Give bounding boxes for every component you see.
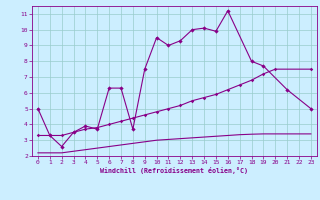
X-axis label: Windchill (Refroidissement éolien,°C): Windchill (Refroidissement éolien,°C) [100,167,248,174]
